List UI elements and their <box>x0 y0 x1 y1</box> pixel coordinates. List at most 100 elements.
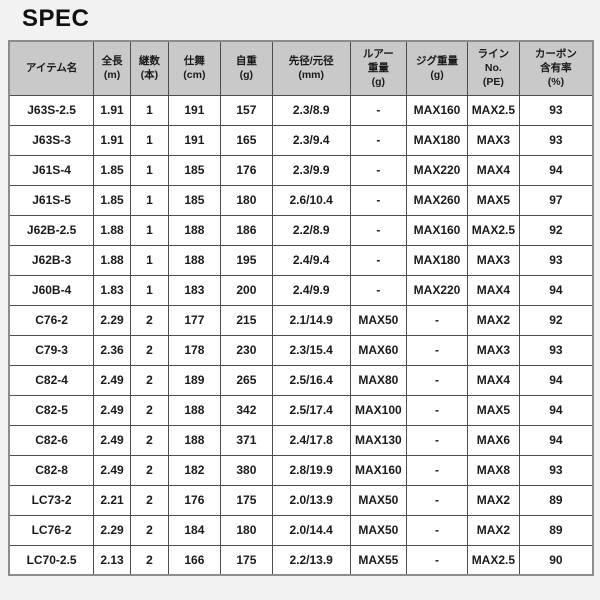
table-cell-diameter: 2.1/14.9 <box>271 304 351 336</box>
table-cell-pieces: 1 <box>129 244 169 276</box>
table-cell-closed: 189 <box>167 364 221 396</box>
table-cell-diameter: 2.5/17.4 <box>271 394 351 426</box>
table-cell-jig: - <box>406 334 468 366</box>
table-cell-line: MAX2 <box>466 484 520 516</box>
table-cell-closed: 176 <box>167 484 221 516</box>
table-cell-jig: - <box>406 394 468 426</box>
table-cell-diameter: 2.2/13.9 <box>271 544 351 576</box>
table-cell-jig: MAX180 <box>406 124 468 156</box>
table-cell-weight: 371 <box>219 424 273 456</box>
table-cell-carbon: 89 <box>518 514 594 546</box>
table-cell-lure: MAX160 <box>349 454 408 486</box>
table-cell-closed: 178 <box>167 334 221 366</box>
table-cell-pieces: 2 <box>129 364 169 396</box>
table-cell-pieces: 1 <box>129 124 169 156</box>
table-cell-pieces: 2 <box>129 394 169 426</box>
table-row: J61S-5 1.85 1 185 180 2.6/10.4- MAX260 MAX5 97 <box>8 184 594 216</box>
table-cell-lure: MAX100 <box>349 394 408 426</box>
table-cell-line: MAX6 <box>466 424 520 456</box>
table-cell-pieces: 2 <box>129 484 169 516</box>
table-cell-weight: 230 <box>219 334 273 366</box>
table-cell-length: 2.49 <box>93 394 131 426</box>
table-cell-length: 2.49 <box>93 424 131 456</box>
table-cell-pieces: 1 <box>129 154 169 186</box>
table-cell-diameter: 2.4/9.4 <box>271 244 351 276</box>
table-cell-length: 1.83 <box>93 274 131 306</box>
table-cell-item: J62B-3 <box>8 244 95 276</box>
table-row: C82-8 2.49 2 182 380 2.8/19.9 MAX160- MAX8 93 <box>8 454 594 486</box>
table-cell-diameter: 2.6/10.4 <box>271 184 351 216</box>
table-cell-diameter: 2.0/14.4 <box>271 514 351 546</box>
table-cell-diameter: 2.5/16.4 <box>271 364 351 396</box>
table-cell-line: MAX4 <box>466 364 520 396</box>
table-cell-line: MAX2 <box>466 304 520 336</box>
table-cell-weight: 186 <box>219 214 273 246</box>
table-cell-closed: 188 <box>167 424 221 456</box>
table-cell-pieces: 1 <box>129 94 169 126</box>
table-row: J60B-4 1.83 1 183 200 2.4/9.9- MAX220 MAX4 94 <box>8 274 594 306</box>
table-row: J62B-3 1.88 1 188 195 2.4/9.4- MAX180 MAX3 93 <box>8 244 594 276</box>
table-cell-line: MAX5 <box>466 394 520 426</box>
table-cell-weight: 380 <box>219 454 273 486</box>
table-cell-jig: - <box>406 424 468 456</box>
table-cell-lure: MAX50 <box>349 514 408 546</box>
table-cell-weight: 165 <box>219 124 273 156</box>
table-cell-carbon: 94 <box>518 394 594 426</box>
table-cell-weight: 342 <box>219 394 273 426</box>
table-cell-length: 1.88 <box>93 244 131 276</box>
table-cell-weight: 200 <box>219 274 273 306</box>
table-cell-closed: 185 <box>167 184 221 216</box>
table-cell-weight: 180 <box>219 514 273 546</box>
table-cell-diameter: 2.4/9.9 <box>271 274 351 306</box>
table-cell-lure: MAX60 <box>349 334 408 366</box>
column-header-pieces: 継数 (本) <box>129 40 169 96</box>
table-cell-closed: 188 <box>167 394 221 426</box>
table-cell-item: J63S-3 <box>8 124 95 156</box>
table-cell-lure: - <box>349 244 408 276</box>
table-row: J62B-2.5 1.88 1 188 186 2.2/8.9- MAX160 MAX2.5 9… <box>8 214 594 246</box>
table-cell-diameter: 2.3/8.9 <box>271 94 351 126</box>
table-cell-closed: 183 <box>167 274 221 306</box>
table-cell-weight: 195 <box>219 244 273 276</box>
table-row: C82-4 2.49 2 189 265 2.5/16.4 MAX80- MAX4 94 <box>8 364 594 396</box>
table-row: J61S-4 1.85 1 185 176 2.3/9.9- MAX220 MAX4 94 <box>8 154 594 186</box>
table-cell-carbon: 93 <box>518 454 594 486</box>
table-cell-item: C79-3 <box>8 334 95 366</box>
column-header-jig: ジグ重量 (g) <box>406 40 468 96</box>
table-cell-diameter: 2.8/19.9 <box>271 454 351 486</box>
table-cell-lure: MAX55 <box>349 544 408 576</box>
table-cell-pieces: 1 <box>129 184 169 216</box>
table-cell-line: MAX2 <box>466 514 520 546</box>
table-cell-item: C82-8 <box>8 454 95 486</box>
column-header-line: ライン No. (PE) <box>466 40 520 96</box>
table-cell-carbon: 93 <box>518 94 594 126</box>
table-cell-weight: 176 <box>219 154 273 186</box>
table-cell-item: C82-4 <box>8 364 95 396</box>
table-cell-line: MAX3 <box>466 124 520 156</box>
table-cell-lure: - <box>349 214 408 246</box>
table-cell-weight: 157 <box>219 94 273 126</box>
table-cell-line: MAX4 <box>466 274 520 306</box>
table-cell-pieces: 2 <box>129 424 169 456</box>
table-cell-jig: MAX160 <box>406 94 468 126</box>
column-header-weight: 自重 (g) <box>219 40 273 96</box>
table-cell-carbon: 93 <box>518 334 594 366</box>
spec-table: アイテム名 全長 (m) 継数 (本) 仕舞 (cm) 自重 (g) 先径/元径 (mm)… <box>8 40 594 576</box>
table-cell-pieces: 2 <box>129 514 169 546</box>
table-cell-jig: - <box>406 514 468 546</box>
table-cell-item: J63S-2.5 <box>8 94 95 126</box>
table-cell-closed: 182 <box>167 454 221 486</box>
table-cell-lure: MAX50 <box>349 484 408 516</box>
table-cell-weight: 215 <box>219 304 273 336</box>
table-cell-lure: MAX50 <box>349 304 408 336</box>
table-cell-item: J60B-4 <box>8 274 95 306</box>
column-header-length: 全長 (m) <box>93 40 131 96</box>
table-row: LC70-2.5 2.13 2 166 175 2.2/13.9 MAX55- MAX2.5 9… <box>8 544 594 576</box>
table-cell-carbon: 97 <box>518 184 594 216</box>
table-cell-carbon: 94 <box>518 424 594 456</box>
table-cell-weight: 265 <box>219 364 273 396</box>
table-cell-jig: - <box>406 454 468 486</box>
table-row: J63S-3 1.91 1 191 165 2.3/9.4- MAX180 MAX3 93 <box>8 124 594 156</box>
table-cell-lure: - <box>349 154 408 186</box>
